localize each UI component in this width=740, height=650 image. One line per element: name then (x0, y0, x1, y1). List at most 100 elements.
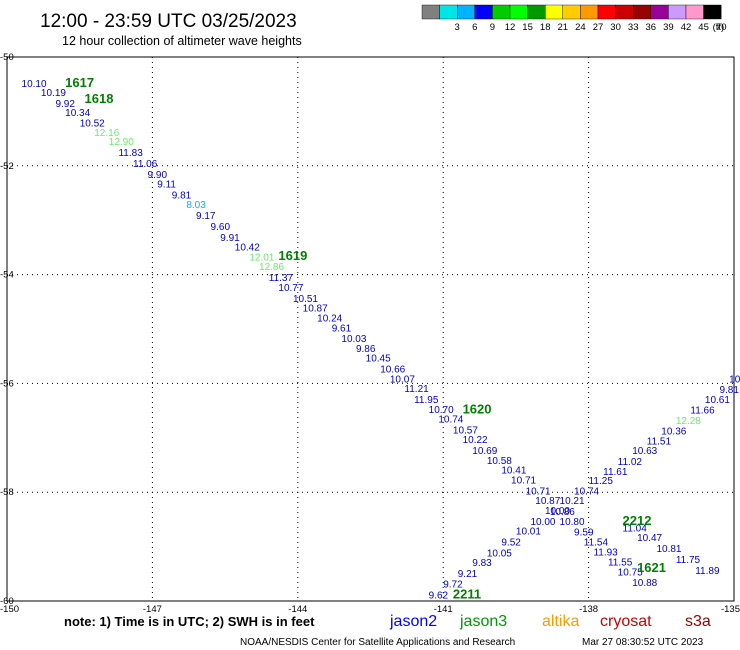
wave-height-label: 10.19 (41, 88, 66, 99)
wave-height-label: 10.77 (278, 283, 303, 294)
longitude-tick-label: -144 (288, 604, 307, 615)
legend-swatch (650, 4, 669, 20)
wave-height-label: 9.17 (196, 211, 216, 222)
longitude-tick-label: -141 (434, 604, 453, 615)
satellite-track: 10.1010.199.9210.3410.5212.1612.9011.831… (22, 75, 666, 589)
satellite-legend: jason2 jason3 altika cryosat s3a (389, 613, 711, 630)
wave-height-label: 10.57 (453, 425, 478, 436)
wave-height-label: 9.83 (472, 558, 492, 569)
wave-height-label: 9.61 (332, 324, 352, 335)
legend-tick-label: 42 (681, 22, 692, 33)
legend-tick-label: 30 (610, 22, 621, 33)
wave-height-label: 11.54 (584, 538, 609, 549)
wave-height-label: 10.80 (560, 517, 585, 528)
wave-height-label: 10.00 (530, 517, 555, 528)
wave-height-label: 11.61 (603, 467, 628, 478)
satellite-legend-item: cryosat (600, 613, 652, 630)
wave-height-label: 10.88 (632, 578, 657, 589)
map-frame (6, 56, 735, 602)
wave-height-label: 10.22 (463, 435, 488, 446)
map-subtitle: 12 hour collection of altimeter wave hei… (62, 34, 302, 48)
wave-height-label: 10.52 (80, 119, 105, 130)
wave-height-label: 12.28 (676, 416, 701, 427)
legend-tick-label: 12 (505, 22, 516, 33)
legend-tick-label: 45 (698, 22, 709, 33)
legend-tick-label: 70 (716, 22, 727, 33)
wave-height-label: 9.11 (157, 180, 176, 191)
legend-tick-label: 33 (628, 22, 639, 33)
wave-height-label: 9.86 (356, 344, 376, 355)
wave-height-label: 11.66 (690, 405, 715, 416)
wave-height-label: 10.61 (705, 395, 730, 406)
legend-tick-label: 36 (646, 22, 657, 33)
wave-height-label: 10.03 (341, 334, 366, 345)
wave-height-label: 11.02 (618, 457, 643, 468)
wave-height-label: 10.47 (637, 533, 662, 544)
legend-tick-label: 15 (522, 22, 533, 33)
wave-height-label: 11.55 (608, 558, 633, 569)
wave-height-label: 8.03 (186, 200, 206, 211)
legend-swatch (421, 4, 440, 20)
longitude-tick-label: -150 (0, 604, 19, 615)
longitude-tick-label: -135 (721, 604, 740, 615)
wave-height-label: 10.87 (303, 304, 328, 315)
legend-tick-label: 6 (472, 22, 477, 33)
legend-swatch (597, 4, 616, 20)
legend-swatch (703, 4, 722, 20)
wave-height-label: 9.81 (172, 190, 192, 201)
satellite-legend-item: s3a (685, 613, 711, 630)
wave-height-label: 10.86 (550, 507, 575, 518)
legend-swatch (474, 4, 493, 20)
pass-time-label: 1617 (65, 75, 94, 90)
wave-height-label: 10.42 (235, 243, 260, 254)
wave-height-label: 9.90 (148, 170, 168, 181)
legend-swatch (527, 4, 546, 20)
wave-height-label: 10.07 (390, 374, 415, 385)
pass-time-label: 1618 (85, 91, 114, 106)
pass-time-label: 1619 (278, 248, 307, 263)
wave-height-label: 9.21 (458, 569, 478, 580)
longitude-tick-label: -147 (143, 604, 162, 615)
wave-height-label: 10.74 (574, 486, 599, 497)
satellite-legend-item: altika (542, 613, 579, 630)
pass-time-label: 1620 (463, 401, 492, 416)
wave-height-label: 11.04 (623, 523, 648, 534)
latitude-tick-label: -56 (0, 378, 14, 389)
color-scale-legend: 3 6 9 12 15 18 21 24 27 30 33 36 39 42 45 70(ft) (421, 4, 727, 33)
legend-swatch (685, 4, 704, 20)
wave-height-label: 9.91 (220, 233, 240, 244)
wave-height-label: 11.93 (593, 547, 618, 558)
wave-height-label: 11.95 (414, 395, 439, 406)
latitude-tick-label: -58 (0, 487, 14, 498)
wave-height-label: 12.01 (249, 252, 274, 263)
legend-swatch (457, 4, 476, 20)
wave-height-label: 10 (729, 374, 740, 385)
legend-swatch (615, 4, 634, 20)
legend-swatch (668, 4, 687, 20)
wave-height-label: 12.90 (109, 137, 134, 148)
wave-height-label: 9.92 (55, 99, 75, 110)
wave-height-label: 9.81 (719, 385, 739, 396)
wave-height-label: 10.81 (656, 544, 681, 555)
wave-height-label: 10.34 (65, 108, 90, 119)
wave-height-label: 11.25 (589, 476, 614, 487)
wave-height-label: 10.41 (501, 466, 526, 477)
legend-tick-label: 3 (455, 22, 460, 33)
wave-height-label: 10.36 (661, 427, 686, 438)
wave-height-label: 9.59 (574, 528, 594, 539)
legend-tick-label: 27 (593, 22, 604, 33)
wave-height-label: 9.52 (501, 538, 521, 549)
legend-tick-label: 21 (558, 22, 569, 33)
wave-height-label: 10.24 (317, 313, 342, 324)
wave-height-label: 10.51 (293, 294, 318, 305)
latitude-tick-label: -60 (0, 596, 14, 607)
wave-height-label: 11.21 (404, 384, 429, 395)
legend-unit-label: (ft) (713, 22, 725, 33)
wave-height-label: 9.62 (429, 590, 449, 601)
legend-swatch (562, 4, 581, 20)
legend-swatch (545, 4, 564, 20)
wave-height-label: 10.00 (545, 506, 570, 517)
wave-height-label: 10.66 (380, 365, 405, 376)
